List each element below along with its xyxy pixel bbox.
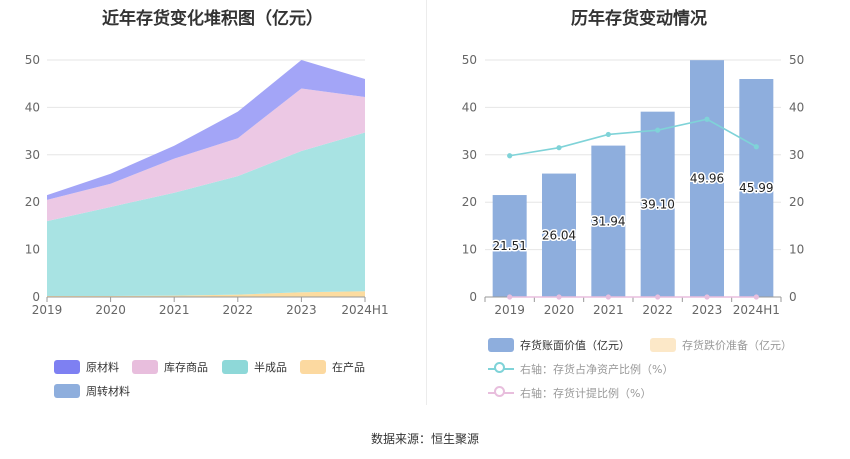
right-x-tick-label: 2021	[593, 303, 624, 317]
bar-2021	[591, 145, 626, 297]
point-inventory-to-net-assets	[655, 127, 661, 133]
area-在产品	[47, 291, 365, 297]
area-库存商品	[47, 88, 365, 222]
legend-swatch	[222, 360, 248, 374]
left-chart-title: 近年存货变化堆积图（亿元）	[102, 9, 323, 29]
right-y-tick-label: 30	[462, 148, 477, 162]
right-x-tick-label: 2019	[494, 303, 525, 317]
right-x-tick-label: 2020	[544, 303, 575, 317]
right-y-tick-label: 40	[462, 100, 477, 114]
stacked-area-panel: 近年存货变化堆积图（亿元） 0 10 20 30 40 50 2019 2020 2021 202…	[0, 0, 425, 410]
right-y2-tick-label: 10	[789, 243, 804, 257]
legend-label: 周转材料	[86, 385, 130, 398]
legend-swatch	[300, 360, 326, 374]
left-y-tick-label: 30	[25, 148, 40, 162]
legend-label: 存货账面价值（亿元）	[520, 339, 630, 352]
right-x-tick-label: 2023	[692, 303, 723, 317]
left-y-tick-label: 20	[25, 195, 40, 209]
point-inventory-to-net-assets	[556, 145, 562, 151]
point-impairment-ratio	[605, 294, 611, 300]
left-y-tick-label: 40	[25, 100, 40, 114]
legend-item-库存商品[interactable]: 库存商品	[132, 359, 208, 375]
point-inventory-to-net-assets	[507, 153, 513, 159]
bar-data-label: 21.51	[492, 239, 526, 253]
legend-line-swatch	[488, 386, 514, 400]
point-impairment-ratio	[507, 294, 513, 300]
legend-swatch	[488, 338, 514, 352]
legend-label: 在产品	[332, 361, 365, 374]
bar-data-label: 49.96	[690, 172, 724, 186]
legend-label: 存货跌价准备（亿元）	[682, 339, 792, 352]
legend-label: 右轴：存货占净资产比例（%）	[520, 363, 674, 376]
legend-swatch	[132, 360, 158, 374]
bar-data-label: 45.99	[739, 181, 773, 195]
area-原材料	[47, 60, 365, 200]
right-y-tick-label: 20	[462, 195, 477, 209]
legend-label: 右轴：存货计提比例（%）	[520, 387, 652, 400]
right-y2-tick-label: 20	[789, 195, 804, 209]
legend-item-周转材料[interactable]: 周转材料	[54, 383, 130, 399]
legend-item-存货账面价值（亿元）[interactable]: 存货账面价值（亿元）	[488, 337, 630, 353]
legend-label: 原材料	[86, 361, 119, 374]
right-y2-tick-label: 50	[789, 53, 804, 67]
right-chart-title: 历年存货变动情况	[571, 9, 707, 29]
point-inventory-to-net-assets	[605, 131, 611, 138]
legend-item-右轴：存货计提比例（%）[interactable]: 右轴：存货计提比例（%）	[488, 385, 651, 401]
bar-2024H1	[739, 79, 774, 297]
panel-divider	[426, 0, 427, 405]
point-inventory-to-net-assets	[753, 144, 759, 150]
bar-2019	[492, 195, 527, 297]
bar-data-label: 26.04	[542, 228, 576, 242]
point-inventory-to-net-assets	[704, 116, 710, 122]
bar-2023	[690, 60, 724, 297]
legend-label: 半成品	[254, 361, 287, 374]
left-x-tick-label: 2022	[223, 303, 254, 317]
legend-item-存货跌价准备（亿元）[interactable]: 存货跌价准备（亿元）	[650, 337, 792, 353]
point-impairment-ratio	[556, 294, 562, 300]
area-半成品	[47, 132, 365, 297]
point-impairment-ratio	[704, 294, 710, 300]
right-y-tick-label: 10	[462, 243, 477, 257]
right-y2-tick-label: 0	[789, 290, 797, 304]
left-y-tick-label: 10	[25, 243, 40, 257]
legend-label: 库存商品	[164, 361, 208, 374]
right-y-tick-label: 50	[462, 53, 477, 67]
right-y2-tick-label: 30	[789, 148, 804, 162]
bar-line-chart: 0 10 20 30 40 50 0 10 20 30 40 50 2019 2020 2021 2022 20…	[462, 53, 805, 317]
data-source: 数据来源：恒生聚源	[370, 432, 479, 446]
legend-swatch	[54, 360, 80, 374]
bar-data-label: 39.10	[640, 197, 674, 211]
right-y-tick-label: 0	[469, 290, 477, 304]
bar-2022	[640, 111, 675, 297]
legend-swatch	[54, 384, 80, 398]
point-impairment-ratio	[655, 294, 661, 300]
legend-line-swatch	[488, 362, 514, 376]
bar-data-label: 31.94	[591, 214, 625, 228]
left-y-tick-label: 50	[25, 53, 40, 67]
bar-line-panel: 历年存货变动情况 0 10 20 30 40 50 0 10 20 30 40 50 2019 2020 2…	[428, 0, 850, 410]
left-x-tick-label: 2024H1	[341, 303, 388, 317]
right-x-tick-label: 2024H1	[733, 303, 780, 317]
legend-item-原材料[interactable]: 原材料	[54, 359, 119, 375]
line-inventory-to-net-assets	[509, 118, 757, 157]
left-x-tick-label: 2023	[286, 303, 317, 317]
legend-item-右轴：存货占净资产比例（%）[interactable]: 右轴：存货占净资产比例（%）	[488, 361, 673, 377]
legend-item-在产品[interactable]: 在产品	[300, 359, 365, 375]
left-y-tick-label: 0	[32, 290, 40, 304]
legend-swatch	[650, 338, 676, 352]
stacked-area-chart: 0 10 20 30 40 50 2019 2020 2021 2022 2023 2024H1	[25, 53, 389, 317]
left-x-tick-label: 2019	[32, 303, 63, 317]
point-impairment-ratio	[753, 294, 759, 300]
left-x-tick-label: 2020	[95, 303, 126, 317]
right-x-tick-label: 2022	[642, 303, 673, 317]
bar-2020	[542, 173, 576, 297]
legend-item-半成品[interactable]: 半成品	[222, 359, 287, 375]
left-x-tick-label: 2021	[159, 303, 190, 317]
right-y2-tick-label: 40	[789, 100, 804, 114]
